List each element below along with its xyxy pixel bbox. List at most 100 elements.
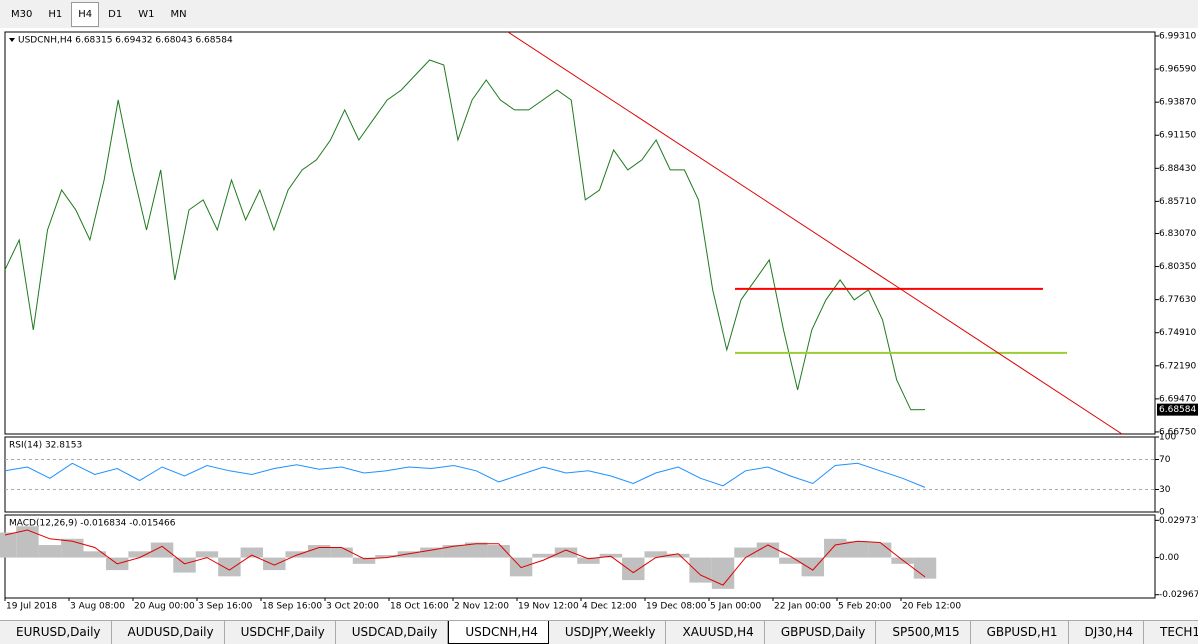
histogram-bar: [442, 545, 465, 558]
histogram-bar: [173, 557, 196, 573]
main-panel: [4, 31, 1156, 435]
timeframe-button[interactable]: W1: [138, 8, 155, 20]
x-tick-label: 19 Jul 2018: [6, 602, 57, 612]
y-tick-label: 0: [1159, 508, 1165, 518]
histogram-bar: [330, 547, 353, 558]
rsi-panel: [4, 436, 1156, 513]
x-tick-label: 3 Aug 08:00: [70, 602, 125, 612]
y-tick-label: 6.83070: [1159, 229, 1196, 239]
histogram-bar: [150, 542, 174, 558]
x-tick-label: 19 Dec 08:00: [646, 602, 707, 612]
histogram-bar: [16, 526, 39, 558]
x-tick-label: 18 Sep 16:00: [262, 602, 322, 612]
y-tick-label: 6.91150: [1159, 131, 1196, 141]
histogram-bar: [38, 545, 62, 558]
x-tick-label: 2 Nov 12:00: [454, 602, 509, 612]
timeframe-button[interactable]: D1: [108, 8, 123, 20]
histogram-bar: [420, 547, 443, 558]
chart-tab[interactable]: EURUSD,Daily: [0, 621, 112, 644]
histogram-bar: [128, 551, 151, 558]
histogram-bar: [375, 555, 398, 558]
histogram-bar: [666, 553, 690, 558]
panel-title: MACD(12,26,9) -0.016834 -0.015466: [9, 519, 176, 529]
histogram-bar: [779, 557, 802, 564]
histogram-bar: [577, 557, 600, 564]
x-tick-label: 3 Sep 16:00: [198, 602, 253, 612]
histogram-bar: [263, 557, 286, 571]
chart-tab[interactable]: SP500,M15: [876, 621, 971, 644]
chart-tab[interactable]: XAUUSD,H4: [666, 621, 765, 644]
timeframe-button[interactable]: M30: [11, 8, 33, 20]
y-tick-label: 6.80350: [1159, 262, 1196, 272]
y-tick-label: 0.00: [1159, 553, 1179, 563]
series-line: [4, 529, 926, 586]
timeframe-button[interactable]: H1: [48, 8, 63, 20]
y-tick-label: 0.029737: [1159, 516, 1198, 526]
histogram-bar: [0, 532, 17, 558]
panel-title: USDCNH,H4 6.68315 6.69432 6.68043 6.6858…: [18, 36, 233, 46]
chart-tab[interactable]: TECH100,H1: [1144, 621, 1198, 644]
histogram-bar: [711, 557, 735, 589]
histogram-bar: [554, 547, 578, 558]
y-tick-label: 6.88430: [1159, 164, 1196, 174]
y-tick-label: 6.96590: [1159, 65, 1196, 75]
chart-tab[interactable]: USDCNH,H4: [448, 621, 549, 644]
y-tick-label: 6.99310: [1159, 32, 1196, 42]
chart-tab[interactable]: GBPUSD,Daily: [765, 621, 877, 644]
histogram-bar: [599, 553, 623, 558]
x-tick-label: 19 Nov 12:00: [518, 602, 579, 612]
histogram-bar: [307, 545, 331, 558]
histogram-bar: [195, 551, 219, 558]
timeframe-toolbar: M30 H1 H4 D1 W1 MN: [0, 0, 1198, 28]
y-tick-label: 100: [1159, 433, 1176, 443]
x-tick-label: 20 Aug 00:00: [134, 602, 195, 612]
series-line: [4, 59, 926, 411]
y-tick-label: 6.69470: [1159, 394, 1196, 404]
x-tick-label: 5 Feb 20:00: [838, 602, 892, 612]
histogram-bar: [465, 542, 488, 558]
x-tick-label: 22 Jan 00:00: [774, 602, 831, 612]
y-tick-label: 70: [1159, 455, 1171, 465]
histogram-bar: [83, 551, 106, 558]
last-price-box: [1157, 403, 1198, 416]
chart-tabs: EURUSD,Daily AUDUSD,Daily USDCHF,Daily USDC…: [0, 620, 1198, 644]
chart-tab[interactable]: USDCHF,Daily: [225, 621, 336, 644]
y-tick-label: 6.77630: [1159, 295, 1196, 305]
y-tick-label: -0.029678: [1159, 590, 1198, 600]
histogram-bar: [487, 545, 510, 558]
histogram-bar: [846, 541, 869, 558]
histogram-bar: [352, 557, 376, 564]
chart-tab[interactable]: USDJPY,Weekly: [549, 621, 667, 644]
histogram-bar: [285, 551, 308, 558]
y-tick-label: 6.66750: [1159, 427, 1196, 437]
x-tick-label: 3 Oct 20:00: [326, 602, 379, 612]
chart-tab[interactable]: DJ30,H4: [1069, 621, 1145, 644]
timeframe-button[interactable]: H4: [71, 1, 100, 27]
y-tick-label: 6.85710: [1159, 197, 1196, 207]
histogram-bar: [532, 553, 555, 558]
chart-tab[interactable]: USDCAD,Daily: [336, 621, 449, 644]
histogram-bar: [868, 542, 892, 558]
x-tick-label: 4 Dec 12:00: [582, 602, 637, 612]
histogram-bar: [240, 547, 264, 558]
timeframe-button[interactable]: MN: [170, 8, 187, 20]
histogram-bar: [397, 551, 421, 558]
histogram-bar: [61, 538, 84, 558]
x-tick-label: 18 Oct 16:00: [390, 602, 449, 612]
trend-line: [507, 31, 1123, 435]
chart-tab[interactable]: AUDUSD,Daily: [112, 621, 225, 644]
y-tick-label: 6.93870: [1159, 98, 1196, 108]
chart-tab[interactable]: GBPUSD,H1: [971, 621, 1069, 644]
histogram-bar: [913, 557, 937, 579]
x-tick-label: 5 Jan 00:00: [710, 602, 762, 612]
histogram-bar: [218, 557, 241, 577]
histogram-bar: [734, 547, 757, 558]
histogram-bar: [644, 551, 667, 558]
histogram-bar: [801, 557, 825, 577]
macd-panel: [4, 514, 1156, 599]
y-tick-label: 30: [1159, 485, 1171, 495]
last-price-label: 6.68584: [1159, 405, 1196, 415]
y-tick-label: 6.74910: [1159, 328, 1196, 338]
panel-title: RSI(14) 32.8153: [9, 441, 82, 451]
